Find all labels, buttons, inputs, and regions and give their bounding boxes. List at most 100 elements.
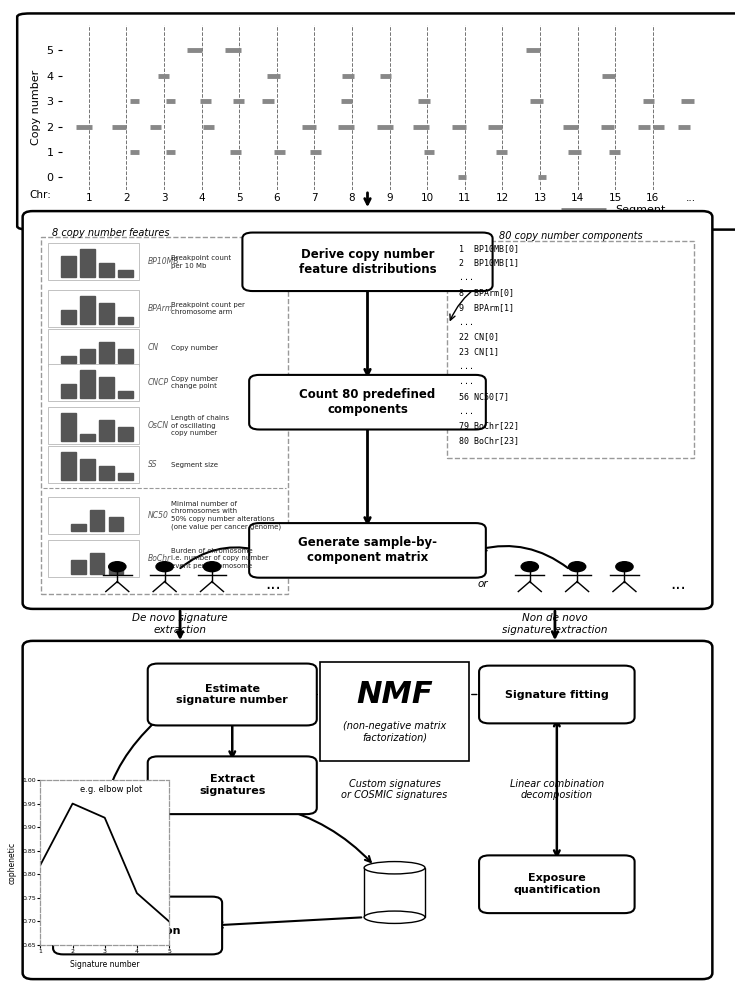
Text: Linear combination
decomposition: Linear combination decomposition [510,779,604,800]
Bar [61,256,76,277]
Text: Length of chains
of oscillating
copy number: Length of chains of oscillating copy num… [171,415,229,436]
Bar [80,434,95,441]
Text: Custom signatures
or COSMIC signatures: Custom signatures or COSMIC signatures [342,779,448,800]
Y-axis label: Copy number: Copy number [31,70,40,145]
Bar [71,560,85,574]
Bar [61,356,76,363]
Text: Derive copy number
feature distributions: Derive copy number feature distributions [298,248,437,276]
Text: or: or [477,579,488,589]
Circle shape [109,562,126,572]
FancyBboxPatch shape [53,897,222,954]
FancyBboxPatch shape [41,237,288,594]
Ellipse shape [364,911,425,923]
Bar [364,868,425,917]
FancyBboxPatch shape [479,666,634,723]
FancyBboxPatch shape [49,364,139,401]
Text: Minimal number of
chromosomes with
50% copy number alterations
(one value per ca: Minimal number of chromosomes with 50% c… [171,501,282,530]
Text: Copy number: Copy number [171,345,218,351]
FancyBboxPatch shape [249,375,486,430]
FancyBboxPatch shape [479,855,634,913]
Text: Generate sample-by-
component matrix: Generate sample-by- component matrix [298,536,437,564]
Text: 2  BP10MB[1]: 2 BP10MB[1] [459,258,519,267]
Bar [109,517,123,531]
FancyBboxPatch shape [49,329,139,366]
Text: ...: ... [459,377,474,386]
Bar [80,459,95,480]
Text: CNCP: CNCP [148,378,169,387]
Bar [118,473,133,480]
Bar [61,310,76,324]
Text: Extract
signatures: Extract signatures [199,774,265,796]
Bar [118,427,133,441]
Bar [320,661,469,760]
Y-axis label: cophenetic: cophenetic [8,841,17,884]
X-axis label: Signature number: Signature number [70,960,140,969]
Text: Breakpoint count
per 10 Mb: Breakpoint count per 10 Mb [171,255,232,269]
FancyBboxPatch shape [49,290,139,327]
Text: Count 80 predefined
components: Count 80 predefined components [299,388,436,416]
Text: De novo signature
extraction: De novo signature extraction [132,613,228,635]
Text: 80 BoChr[23]: 80 BoChr[23] [459,436,519,445]
Text: BP10MB: BP10MB [148,257,179,266]
Text: 8 copy number features: 8 copy number features [51,228,169,238]
Bar [99,420,114,441]
Text: 8  BPArm[0]: 8 BPArm[0] [459,288,514,297]
Text: Burden of chromosome
i.e. number of copy number
event per chromosome: Burden of chromosome i.e. number of copy… [171,548,269,569]
FancyBboxPatch shape [49,497,139,534]
Bar [61,452,76,480]
Text: Chromosomes: Chromosomes [261,220,381,235]
Text: 22 CN[0]: 22 CN[0] [459,333,499,342]
Text: ...: ... [459,362,474,371]
Text: Non de novo
signature extraction: Non de novo signature extraction [502,613,608,635]
Text: OsCN: OsCN [148,421,169,430]
Bar [99,377,114,398]
Bar [99,303,114,324]
Bar [90,553,104,574]
Bar [71,524,85,531]
Text: BPArm: BPArm [148,304,173,313]
Text: Segment size: Segment size [171,462,218,468]
Circle shape [204,562,220,572]
FancyBboxPatch shape [249,523,486,578]
Bar [80,349,95,363]
Bar [90,510,104,531]
Bar [80,370,95,398]
FancyBboxPatch shape [49,243,139,280]
Text: 80 copy number components: 80 copy number components [498,231,642,241]
Text: ...: ... [459,273,474,282]
Text: Segment: Segment [615,205,666,215]
FancyBboxPatch shape [49,540,139,577]
Bar [118,270,133,277]
FancyBboxPatch shape [148,664,317,725]
Text: 9  BPArm[1]: 9 BPArm[1] [459,303,514,312]
Text: Breakpoint count per
chromosome arm: Breakpoint count per chromosome arm [171,302,245,315]
Text: Chr:: Chr: [29,190,51,200]
Ellipse shape [364,862,425,874]
Circle shape [568,562,586,572]
Text: SS: SS [148,460,157,469]
Bar [61,384,76,398]
Text: ...: ... [459,407,474,416]
Text: NC50: NC50 [148,511,168,520]
Text: Exposure
quantification: Exposure quantification [94,915,182,936]
Text: NMF: NMF [356,680,433,709]
Bar [80,296,95,324]
Circle shape [616,562,633,572]
Text: e.g. elbow plot: e.g. elbow plot [80,785,143,794]
Text: 56 NC50[7]: 56 NC50[7] [459,392,509,401]
Text: 79 BoChr[22]: 79 BoChr[22] [459,421,519,430]
Text: Signature fitting: Signature fitting [505,690,609,700]
Circle shape [156,562,173,572]
Circle shape [521,562,539,572]
Text: Estimate
signature number: Estimate signature number [176,684,288,705]
Text: 23 CN[1]: 23 CN[1] [459,347,499,356]
Text: ...: ... [459,318,474,327]
Bar [99,466,114,480]
FancyBboxPatch shape [49,446,139,483]
Text: Exposure
quantification: Exposure quantification [513,873,600,895]
FancyBboxPatch shape [148,756,317,814]
Bar [109,567,123,574]
Text: BoChr: BoChr [148,554,171,563]
FancyBboxPatch shape [49,407,139,444]
Bar [80,249,95,277]
